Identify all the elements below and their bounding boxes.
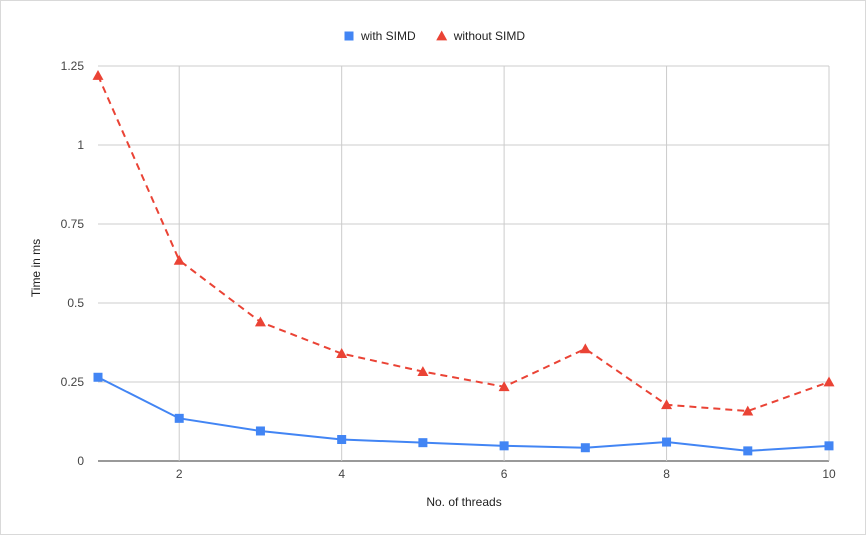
data-point [255, 426, 265, 436]
series-line [97, 376, 830, 452]
legend-label: with SIMD [360, 29, 416, 43]
x-tick-label: 8 [663, 467, 670, 481]
data-point [417, 366, 429, 376]
data-point [742, 405, 754, 416]
legend: with SIMD without SIMD [344, 29, 525, 43]
x-tick-label: 6 [501, 467, 508, 481]
y-tick-label: 1.25 [61, 59, 85, 73]
y-axis-title: Time in ms [29, 239, 43, 297]
legend-item: with SIMD [344, 29, 416, 43]
series-line [97, 75, 830, 413]
x-axis-title: No. of threads [426, 495, 501, 509]
series-layer [92, 69, 835, 456]
data-point [418, 438, 428, 448]
data-point [92, 69, 104, 80]
data-point [173, 254, 185, 265]
data-point [93, 372, 103, 382]
x-tick-label: 4 [338, 467, 345, 481]
x-tick-labels: 2 4 6 8 10 [176, 467, 836, 481]
data-point [174, 413, 184, 423]
x-tick-label: 10 [822, 467, 836, 481]
legend-label: without SIMD [453, 29, 526, 43]
data-point [499, 441, 509, 451]
y-tick-label: 1 [77, 138, 84, 152]
y-tick-labels: 0 0.25 0.5 0.75 1 1.25 [61, 59, 85, 468]
y-tick-label: 0.75 [61, 217, 85, 231]
y-tick-label: 0 [77, 454, 84, 468]
data-point [824, 441, 834, 451]
data-point [498, 381, 510, 392]
data-point [579, 343, 591, 354]
data-point [661, 399, 673, 410]
y-tick-label: 0.5 [67, 296, 84, 310]
x-tick-label: 2 [176, 467, 183, 481]
data-point [823, 376, 835, 387]
data-point [337, 435, 347, 445]
data-point [254, 316, 266, 327]
data-point [580, 443, 590, 453]
data-point [662, 437, 672, 447]
y-tick-label: 0.25 [61, 375, 85, 389]
data-point [336, 348, 348, 358]
series-1 [93, 372, 834, 456]
legend-item: without SIMD [436, 29, 525, 43]
series-2 [92, 69, 835, 416]
gridlines [98, 65, 830, 462]
legend-marker [436, 30, 448, 41]
data-point [743, 446, 753, 456]
legend-marker [344, 31, 354, 41]
